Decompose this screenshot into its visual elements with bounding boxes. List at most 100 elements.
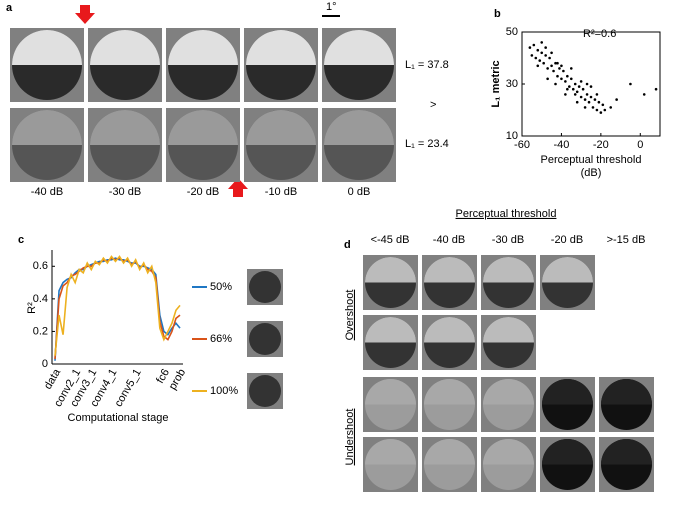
panel-label: c (18, 234, 24, 246)
image-disc-top (324, 30, 394, 65)
image-disc-top (365, 379, 416, 405)
point (560, 64, 563, 68)
y-axis-label: L₁ metric (490, 60, 502, 107)
image-disc-top (424, 257, 475, 283)
point (540, 41, 544, 44)
x-axis-label: Computational stage (68, 412, 169, 424)
legend-label: 66% (210, 333, 232, 345)
column-label: -30 dB (492, 234, 524, 246)
panel-title: Perceptual threshold (456, 208, 557, 220)
point (587, 100, 591, 104)
column-label: -30 dB (109, 186, 141, 198)
column-label: 0 dB (348, 186, 371, 198)
image-disc-top (168, 30, 238, 65)
point (591, 106, 595, 109)
x-tick-label: -40 (553, 139, 569, 151)
point (548, 56, 551, 60)
point (556, 61, 559, 65)
point (542, 61, 545, 65)
image-disc-top (483, 379, 534, 405)
point (556, 74, 559, 78)
image-disc-top (601, 379, 652, 405)
point (589, 95, 593, 99)
point (569, 67, 573, 70)
column-label: -40 dB (433, 234, 465, 246)
point (554, 61, 557, 65)
legend-label: 100% (210, 385, 238, 397)
y-tick-label: 0.6 (33, 260, 48, 272)
point (654, 87, 658, 91)
x-axis-label: (dB) (581, 167, 602, 179)
image-disc-top (483, 317, 534, 343)
legend-label: 50% (210, 281, 232, 293)
image-disc-top (12, 110, 82, 145)
point (564, 93, 567, 96)
point (597, 100, 601, 104)
point (536, 64, 540, 68)
point (595, 108, 599, 112)
row-metric: L₁ = 37.8 (405, 59, 449, 71)
point (642, 93, 646, 96)
point (540, 51, 544, 55)
series-line (54, 257, 181, 361)
point (528, 46, 532, 49)
point (603, 108, 607, 112)
comparison: > (430, 99, 436, 111)
image-disc-top (365, 439, 416, 465)
scale-bar-label: 1° (326, 1, 337, 13)
group-label: Overshoot (344, 290, 356, 341)
x-axis-label: Perceptual threshold (541, 154, 642, 166)
image-disc-top (424, 439, 475, 465)
point (564, 80, 567, 83)
image-disc-top (365, 257, 416, 283)
point (538, 59, 542, 62)
point (554, 82, 557, 86)
column-label: -10 dB (265, 186, 297, 198)
point (534, 56, 538, 60)
point (546, 77, 549, 81)
point (532, 43, 536, 47)
point (571, 87, 575, 91)
point (566, 87, 569, 91)
point (579, 80, 583, 83)
point (536, 48, 540, 52)
y-tick-label: 0 (42, 358, 48, 370)
annotation: R²=0.6 (583, 28, 616, 40)
point (615, 98, 618, 101)
x-tick-label: -20 (593, 139, 609, 151)
point (601, 103, 605, 107)
column-label: <-45 dB (371, 234, 410, 246)
point (589, 85, 593, 88)
point (593, 98, 597, 101)
point (569, 77, 573, 81)
image-disc-top (424, 379, 475, 405)
image-disc-top (324, 110, 394, 145)
x-tick-label: -60 (514, 139, 530, 151)
point (579, 95, 583, 99)
image-disc-top (483, 257, 534, 283)
group-label: Undershoot (344, 409, 356, 466)
point (562, 69, 565, 73)
point (629, 82, 632, 86)
image-disc-top (12, 30, 82, 65)
y-tick-label: 0.2 (33, 325, 48, 337)
point (581, 87, 585, 91)
y-tick-label: 30 (506, 78, 518, 90)
point (609, 106, 613, 109)
point (573, 93, 577, 96)
column-label: -40 dB (31, 186, 63, 198)
arrow (75, 5, 95, 24)
image-disc-top (246, 30, 316, 66)
point (568, 85, 571, 88)
image-disc-top (542, 257, 593, 283)
panel-label: b (494, 8, 501, 20)
row-metric: L₁ = 23.4 (405, 138, 449, 150)
plot-frame (521, 31, 661, 137)
y-axis-label: R² (26, 302, 38, 314)
image-disc-top (483, 439, 534, 465)
image-disc-top (601, 439, 652, 465)
panel-label: d (344, 239, 351, 251)
panel-label: a (6, 2, 13, 14)
image-disc-top (246, 110, 316, 145)
